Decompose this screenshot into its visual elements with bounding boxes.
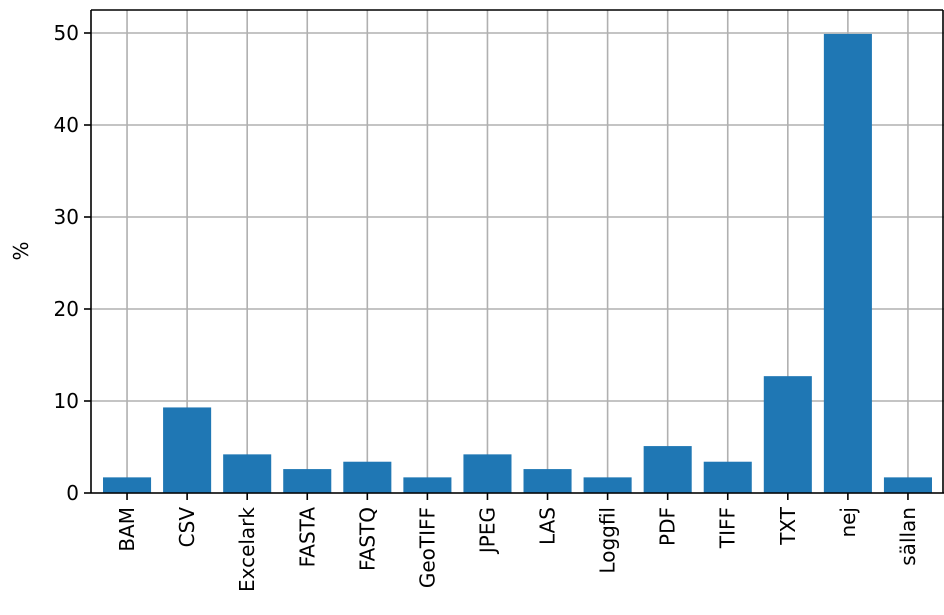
bar-fastq (343, 461, 392, 493)
bar-las (523, 469, 572, 493)
x-tick-label: BAM (115, 507, 139, 552)
bar-nej (823, 33, 872, 494)
bar-csv (163, 407, 212, 493)
x-tick-label: GeoTIFF (415, 507, 439, 588)
bar-jpeg (463, 454, 512, 493)
x-tick-label: CSV (175, 507, 199, 548)
axes (90, 9, 944, 494)
x-tick-label: PDF (656, 507, 680, 546)
x-tick-label: FASTQ (355, 507, 379, 571)
x-tick-label: TXT (776, 506, 800, 546)
bar-excelark (223, 454, 272, 493)
y-axis-ticks: 0 10 20 30 40 50 (54, 21, 91, 505)
bar-fasta (283, 469, 332, 493)
x-tick-label: TIFF (716, 507, 740, 549)
y-tick-label: 30 (54, 205, 79, 229)
x-tick-label: Excelark (235, 507, 259, 592)
bar-bam (103, 477, 152, 493)
bar-geotiff (403, 477, 452, 493)
x-axis-ticks: BAM CSV Excelark FASTA FASTQ GeoTIFF JPEG LAS Lo… (115, 493, 920, 592)
bar-pdf (643, 446, 692, 493)
bar-sällan (883, 477, 932, 493)
bar-tiff (703, 461, 752, 493)
y-axis-label: % (9, 241, 33, 260)
x-tick-label: nej (836, 507, 860, 538)
x-tick-label: FASTA (295, 507, 319, 568)
bar-txt (763, 376, 812, 493)
x-tick-label: LAS (536, 507, 560, 545)
bars (103, 33, 932, 494)
x-tick-label: Loggfil (596, 507, 620, 574)
bar-loggfil (583, 477, 632, 493)
y-tick-label: 10 (54, 389, 79, 413)
x-tick-label: sällan (896, 507, 920, 566)
y-tick-label: 20 (54, 297, 79, 321)
y-tick-label: 50 (54, 21, 79, 45)
y-tick-label: 40 (54, 113, 79, 137)
y-tick-label: 0 (66, 481, 79, 505)
x-tick-label: JPEG (475, 507, 499, 555)
